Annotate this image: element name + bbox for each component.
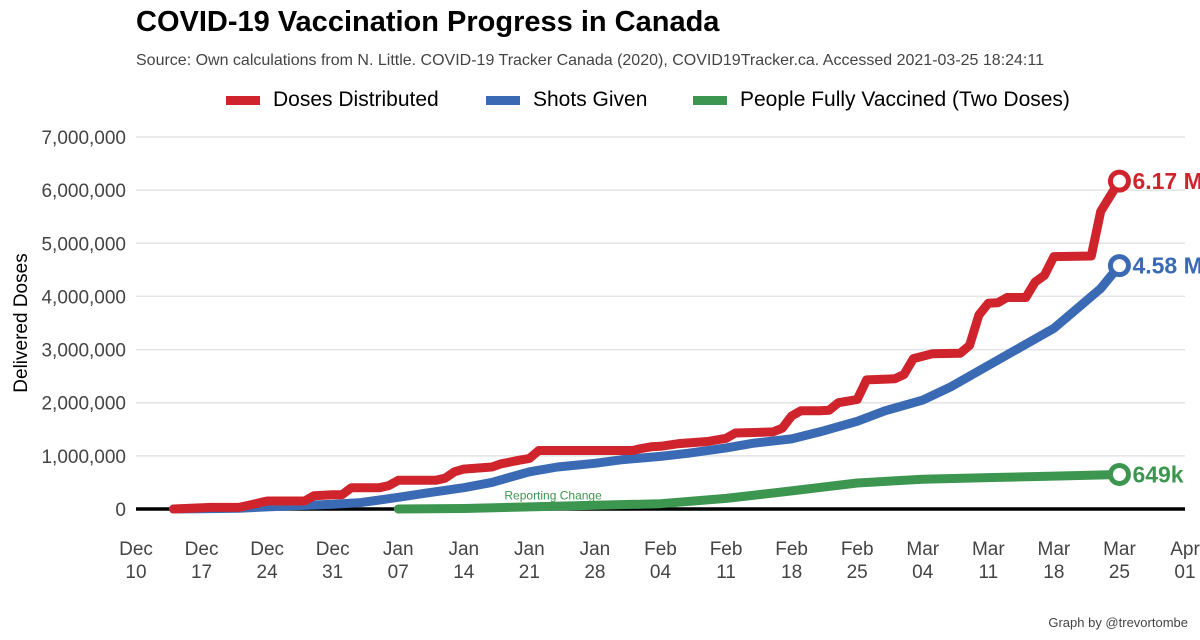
legend-swatch-green: [693, 95, 727, 105]
x-tick-day: 04: [912, 562, 934, 583]
x-tick-month: Jan: [383, 539, 414, 560]
annotations: Reporting Change: [504, 488, 602, 502]
series-line-0: [169, 176, 1124, 514]
x-tick-day: 28: [584, 562, 605, 583]
series-end-marker: [1107, 169, 1131, 193]
x-tick-month: Dec: [185, 539, 219, 560]
y-tick-label: 6,000,000: [41, 181, 126, 202]
x-tick-month: Jan: [448, 539, 479, 560]
legend-label: People Fully Vaccined (Two Doses): [740, 88, 1070, 111]
x-tick-day: 01: [1174, 562, 1195, 583]
x-tick-month: Dec: [316, 539, 350, 560]
series-end-marker: [1107, 254, 1131, 278]
x-tick-month: Apr: [1170, 539, 1200, 560]
x-tick-day: 17: [191, 562, 212, 583]
series-end-label: 6.17 M: [1132, 168, 1200, 194]
y-tick-label: 5,000,000: [41, 234, 126, 255]
series-line-1: [169, 261, 1124, 514]
x-tick-day: 04: [650, 562, 672, 583]
x-tick-month: Dec: [250, 539, 284, 560]
legend-swatch-red: [226, 95, 260, 105]
legend-label: Shots Given: [533, 88, 648, 111]
x-tick-month: Dec: [119, 539, 153, 560]
y-tick-label: 7,000,000: [41, 128, 126, 149]
legend-item-doses-distributed: Doses Distributed: [226, 88, 439, 112]
series-end-marker: [1107, 463, 1131, 487]
x-tick-day: 07: [388, 562, 409, 583]
x-tick-month: Mar: [972, 539, 1005, 560]
x-tick-day: 24: [257, 562, 279, 583]
x-tick-month: Jan: [514, 539, 545, 560]
series-line-2: [393, 470, 1124, 514]
x-tick-day: 18: [1043, 562, 1064, 583]
annotation-label: Reporting Change: [504, 488, 602, 502]
y-tick-label: 1,000,000: [41, 447, 126, 468]
x-tick-day: 14: [453, 562, 475, 583]
x-tick-month: Feb: [841, 539, 874, 560]
series-end-label: 649k: [1132, 462, 1183, 488]
y-axis-title: Delivered Doses: [11, 253, 32, 392]
x-tick-month: Jan: [580, 539, 611, 560]
y-tick-label: 3,000,000: [41, 341, 126, 362]
y-tick-label: 4,000,000: [41, 287, 126, 308]
x-tick-day: 18: [781, 562, 802, 583]
x-tick-month: Mar: [1103, 539, 1136, 560]
x-tick-day: 11: [978, 562, 998, 583]
y-axis-ticks: 0 1,000,000 2,000,000 3,000,000 4,000,000 5,0…: [41, 128, 126, 521]
series-end-label: 4.58 M: [1132, 253, 1200, 279]
legend-item-shots-given: Shots Given: [486, 88, 647, 112]
legend: Doses Distributed Shots Given People Ful…: [0, 88, 1200, 118]
x-tick-month: Mar: [906, 539, 939, 560]
x-tick-month: Feb: [710, 539, 743, 560]
x-axis-ticks: Dec10Dec17Dec24Dec31Jan07Jan14Jan21Jan28…: [119, 539, 1200, 583]
graph-credit: Graph by @trevortombe: [1048, 615, 1188, 630]
x-tick-month: Feb: [644, 539, 677, 560]
y-tick-label: 0: [115, 500, 126, 521]
x-tick-day: 21: [519, 562, 540, 583]
series-lines: 6.17 M 4.58 M 649k: [169, 168, 1200, 514]
x-tick-day: 31: [322, 562, 343, 583]
x-tick-day: 10: [125, 562, 146, 583]
x-tick-month: Mar: [1038, 539, 1071, 560]
legend-label: Doses Distributed: [273, 88, 439, 111]
y-tick-label: 2,000,000: [41, 394, 126, 415]
x-tick-day: 11: [716, 562, 736, 583]
x-tick-day: 25: [847, 562, 868, 583]
x-tick-day: 25: [1109, 562, 1130, 583]
chart-title: COVID-19 Vaccination Progress in Canada: [136, 6, 720, 38]
legend-item-people-fully-vaccinated: People Fully Vaccined (Two Doses): [693, 88, 1070, 112]
legend-swatch-blue: [486, 95, 520, 105]
x-tick-month: Feb: [775, 539, 808, 560]
chart-subtitle: Source: Own calculations from N. Little.…: [136, 52, 1044, 69]
